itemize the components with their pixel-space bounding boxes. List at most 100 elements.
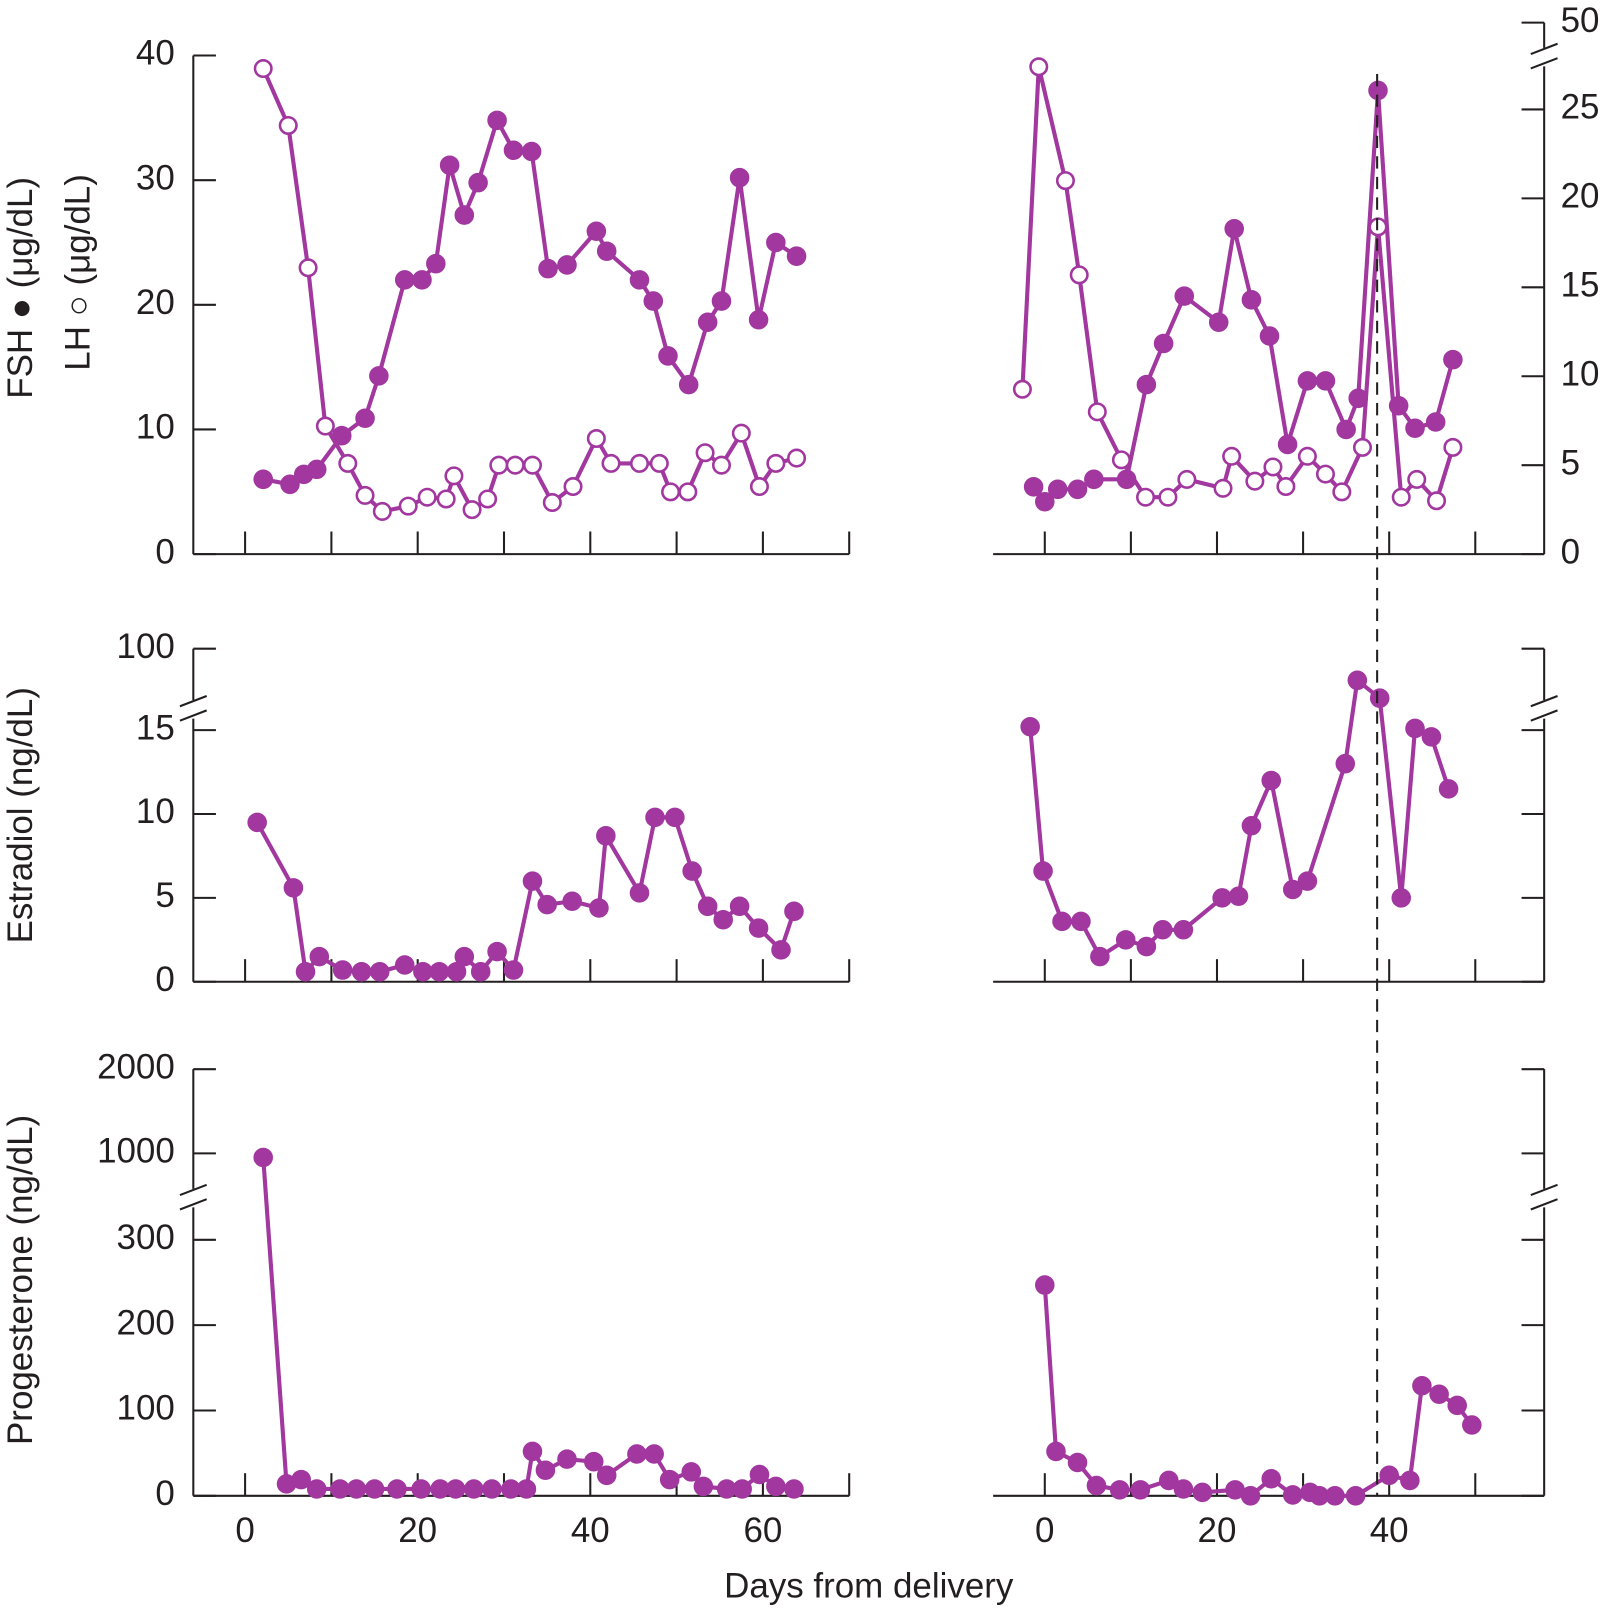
- data-point: [596, 1465, 617, 1486]
- data-point: [1228, 886, 1249, 906]
- data-point: [436, 489, 456, 509]
- y-tick-label: 10: [136, 408, 175, 447]
- data-point: [1405, 418, 1425, 438]
- data-point: [1136, 936, 1157, 957]
- data-point: [280, 474, 300, 495]
- data-point: [1115, 930, 1136, 950]
- data-point: [1033, 861, 1053, 881]
- data-point: [505, 455, 525, 475]
- data-point: [487, 110, 507, 131]
- data-point: [645, 807, 665, 828]
- data-point: [1224, 219, 1244, 239]
- axis-break: [1530, 1198, 1558, 1211]
- data-point: [1412, 1375, 1432, 1396]
- x-tick-label: 20: [1198, 1511, 1237, 1550]
- y-tick-label: 30: [136, 158, 175, 197]
- data-point: [748, 310, 769, 330]
- data-point: [478, 489, 498, 509]
- data-point: [503, 960, 524, 980]
- data-point: [247, 812, 267, 833]
- data-point: [1400, 1470, 1420, 1491]
- data-point: [1297, 871, 1318, 891]
- data-point: [661, 482, 681, 502]
- data-point: [1111, 450, 1131, 470]
- data-point: [398, 496, 418, 516]
- data-point: [1438, 779, 1459, 799]
- y-axis-label: LH ○ (μg/dL): [58, 174, 97, 371]
- data-point: [766, 1476, 786, 1497]
- data-point: [470, 961, 491, 982]
- data-point: [695, 443, 715, 463]
- data-point: [644, 1444, 664, 1464]
- data-point: [678, 374, 699, 395]
- y-tick-label: 0: [155, 960, 174, 999]
- y2-tick-label: 0: [1561, 532, 1580, 571]
- data-point: [355, 408, 375, 429]
- data-point: [557, 1449, 577, 1469]
- data-point: [1012, 379, 1032, 399]
- data-point: [1325, 1486, 1345, 1506]
- data-point: [454, 205, 475, 225]
- data-point: [394, 955, 415, 975]
- data-point: [291, 1469, 311, 1490]
- data-point: [1345, 1486, 1366, 1506]
- data-point: [665, 807, 685, 828]
- data-point: [503, 140, 524, 161]
- y-tick-label: 1000: [97, 1132, 175, 1171]
- y2-tick-label: 20: [1561, 177, 1600, 216]
- x-tick-label: 40: [571, 1511, 610, 1550]
- data-point: [411, 1479, 431, 1499]
- y-tick-label: 15: [136, 708, 175, 747]
- data-point: [462, 500, 482, 520]
- data-point: [355, 485, 375, 505]
- data-point: [1297, 446, 1317, 466]
- data-point: [557, 255, 577, 275]
- data-point: [1020, 717, 1040, 737]
- data-point: [787, 448, 807, 468]
- data-point: [306, 459, 327, 480]
- data-point: [454, 946, 475, 967]
- data-point: [1391, 487, 1411, 507]
- data-point: [278, 115, 298, 135]
- data-point: [583, 1451, 604, 1472]
- axis-break: [179, 709, 208, 722]
- data-point: [1427, 491, 1447, 511]
- data-point: [487, 941, 507, 962]
- data-point: [1429, 1384, 1449, 1405]
- data-point: [1067, 479, 1088, 500]
- data-point: [1391, 888, 1412, 908]
- data-point: [253, 469, 273, 490]
- data-point: [283, 878, 304, 898]
- axis-break: [1530, 695, 1558, 708]
- data-point: [522, 1441, 543, 1462]
- data-point: [1055, 171, 1075, 191]
- y-axis-label: FSH ● (μg/dL): [1, 177, 40, 399]
- data-point: [1173, 1479, 1194, 1499]
- data-point: [1443, 349, 1463, 370]
- data-point: [253, 1147, 273, 1168]
- x-tick-label: 20: [398, 1511, 437, 1550]
- data-point: [731, 423, 751, 443]
- y-tick-label: 10: [136, 792, 175, 831]
- data-point: [439, 155, 460, 175]
- data-point: [1035, 491, 1055, 512]
- data-point: [387, 1479, 407, 1499]
- y-tick-label: 100: [117, 1389, 175, 1428]
- y2-tick-label: 5: [1561, 443, 1580, 482]
- data-point: [1222, 446, 1242, 466]
- data-point: [729, 896, 750, 917]
- data-point: [749, 1464, 770, 1485]
- data-point: [596, 826, 616, 846]
- data-point: [1174, 286, 1195, 306]
- data-point: [562, 891, 582, 912]
- y-axis-label: Progesterone (ng/dL): [1, 1115, 40, 1445]
- data-point: [786, 246, 807, 266]
- data-point: [711, 291, 732, 311]
- data-point: [338, 453, 358, 473]
- axis-break: [1530, 42, 1558, 56]
- series-line: [255, 815, 796, 974]
- data-point: [364, 1479, 385, 1499]
- data-point: [643, 291, 664, 311]
- series-line: [261, 1157, 795, 1492]
